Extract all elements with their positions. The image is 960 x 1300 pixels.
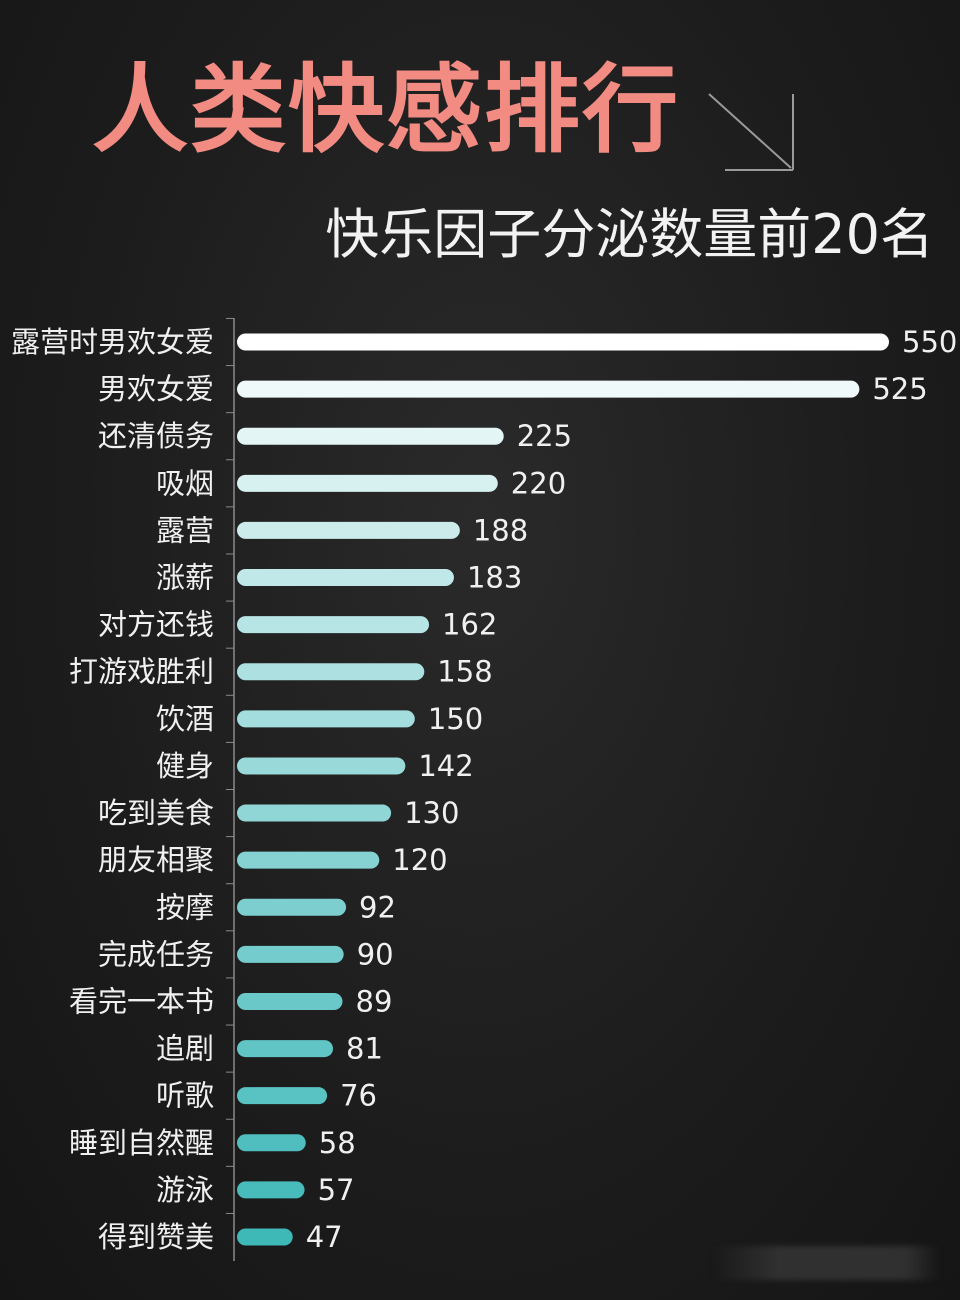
bar: [237, 804, 392, 822]
category-labels: 露营时男欢女爱男欢女爱还清债务吸烟露营涨薪对方还钱打游戏胜利饮酒健身吃到美食朋友…: [11, 325, 214, 1254]
bar: [237, 427, 504, 445]
value-label: 183: [467, 561, 522, 595]
value-label: 58: [319, 1126, 356, 1160]
category-label: 健身: [156, 749, 214, 783]
value-label: 81: [346, 1032, 383, 1066]
category-label: 得到赞美: [98, 1220, 214, 1254]
category-label: 打游戏胜利: [69, 655, 214, 689]
bars-group: [237, 333, 889, 1246]
category-label: 游泳: [156, 1173, 214, 1207]
bar: [237, 1228, 293, 1246]
category-label: 男欢女爱: [98, 372, 214, 406]
value-label: 188: [473, 513, 528, 547]
value-label: 225: [517, 419, 572, 453]
category-label: 对方还钱: [98, 608, 214, 642]
bar: [237, 992, 343, 1010]
value-label: 158: [437, 655, 492, 689]
category-label: 朋友相聚: [98, 843, 214, 877]
value-label: 47: [306, 1220, 343, 1254]
value-label: 130: [404, 796, 459, 830]
category-label: 按摩: [156, 890, 214, 924]
value-label: 90: [357, 937, 394, 971]
value-label: 76: [340, 1079, 377, 1113]
value-label: 162: [442, 608, 497, 642]
value-label: 220: [511, 466, 566, 500]
bar: [237, 851, 380, 869]
chart-title: 人类快感排行: [92, 54, 680, 166]
value-label: 150: [428, 702, 483, 736]
category-label: 睡到自然醒: [69, 1126, 214, 1160]
bar: [237, 380, 860, 398]
y-axis: [226, 317, 235, 1261]
bar: [237, 474, 498, 492]
bar: [237, 898, 347, 916]
category-label: 追剧: [156, 1032, 214, 1066]
bar: [237, 1181, 305, 1199]
bar: [237, 757, 406, 775]
chart-subtitle: 快乐因子分泌数量前20名: [325, 203, 934, 266]
category-label: 露营: [156, 513, 214, 547]
category-label: 看完一本书: [69, 984, 214, 1018]
category-label: 还清债务: [98, 419, 214, 453]
bar: [237, 616, 430, 634]
bar: [237, 1040, 334, 1058]
bar: [237, 333, 889, 351]
bar: [237, 521, 460, 539]
bar: [237, 945, 344, 963]
value-label: 89: [356, 984, 393, 1018]
bar: [237, 1087, 328, 1105]
watermark-blur: [712, 1246, 940, 1280]
value-label: 120: [392, 843, 447, 877]
category-label: 听歌: [156, 1079, 214, 1113]
bar: [237, 710, 415, 728]
category-label: 完成任务: [98, 937, 214, 971]
category-label: 露营时男欢女爱: [11, 325, 214, 359]
category-label: 涨薪: [156, 561, 214, 595]
category-label: 吃到美食: [98, 796, 214, 830]
bar: [237, 569, 454, 587]
arrow-down-right-icon: [708, 93, 794, 171]
value-label: 525: [872, 372, 927, 406]
value-label: 550: [902, 325, 957, 359]
bar: [237, 663, 425, 681]
value-label: 92: [359, 890, 396, 924]
bar: [237, 1134, 306, 1152]
value-label: 57: [318, 1173, 355, 1207]
value-label: 142: [418, 749, 473, 783]
category-label: 吸烟: [156, 466, 214, 500]
category-label: 饮酒: [156, 702, 214, 736]
value-labels: 550 525 225 220 188 183 162 158 150 142 130 120 92 90…: [306, 325, 958, 1254]
